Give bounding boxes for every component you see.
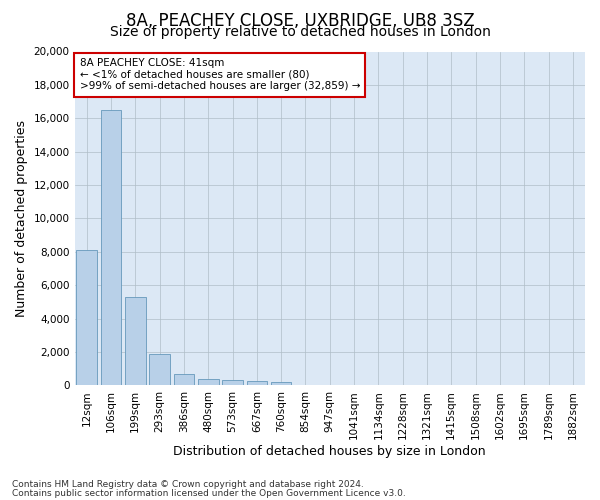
Bar: [247, 382, 267, 386]
Bar: [149, 354, 170, 386]
Bar: [101, 110, 121, 386]
Bar: [198, 379, 218, 386]
Bar: [173, 374, 194, 386]
Text: 8A PEACHEY CLOSE: 41sqm
← <1% of detached houses are smaller (80)
>99% of semi-d: 8A PEACHEY CLOSE: 41sqm ← <1% of detache…: [80, 58, 360, 92]
Bar: [125, 297, 146, 386]
Text: 8A, PEACHEY CLOSE, UXBRIDGE, UB8 3SZ: 8A, PEACHEY CLOSE, UXBRIDGE, UB8 3SZ: [125, 12, 475, 30]
Bar: [222, 380, 243, 386]
Text: Size of property relative to detached houses in London: Size of property relative to detached ho…: [110, 25, 490, 39]
X-axis label: Distribution of detached houses by size in London: Distribution of detached houses by size …: [173, 444, 486, 458]
Bar: [271, 382, 292, 386]
Text: Contains HM Land Registry data © Crown copyright and database right 2024.: Contains HM Land Registry data © Crown c…: [12, 480, 364, 489]
Text: Contains public sector information licensed under the Open Government Licence v3: Contains public sector information licen…: [12, 489, 406, 498]
Bar: [76, 250, 97, 386]
Y-axis label: Number of detached properties: Number of detached properties: [15, 120, 28, 317]
